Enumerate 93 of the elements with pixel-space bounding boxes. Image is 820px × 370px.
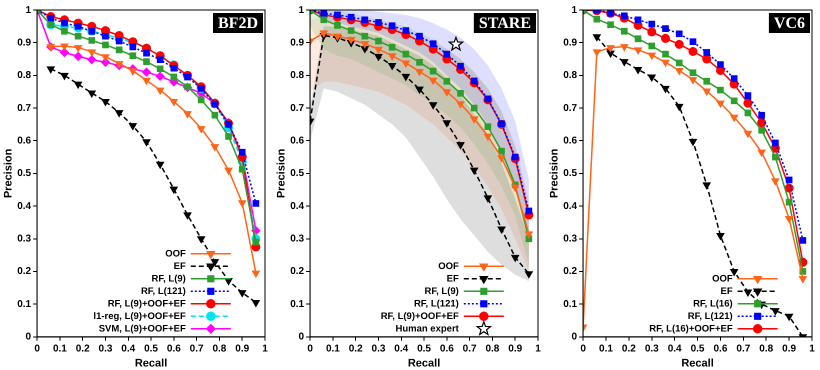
y-tick-label: 0.6: [17, 135, 32, 146]
y-tick-label: 0.3: [17, 234, 32, 245]
x-tick-label: 0.1: [326, 344, 340, 355]
y-tick-label: 0.8: [563, 70, 578, 82]
x-tick-label: 0.6: [713, 344, 728, 355]
x-tick-label: 0.9: [235, 344, 250, 355]
x-tick-label: 0.5: [417, 344, 432, 355]
y-axis-title: Precision: [276, 148, 288, 198]
legend-label: l1-reg, L(9)+OOF+EF: [93, 310, 186, 322]
y-tick-label: 0.6: [563, 135, 578, 146]
legend-label: RF, L(9)+OOF+EF: [108, 298, 186, 310]
x-tick-label: 0.2: [348, 344, 364, 355]
y-tick-label: 0.8: [17, 70, 32, 82]
x-tick-label: 0.8: [759, 344, 774, 355]
y-tick-label: 0.5: [17, 168, 32, 180]
x-tick-label: 0.9: [782, 344, 796, 355]
x-tick-label: 0.7: [190, 344, 204, 355]
y-tick-label: 0.1: [17, 298, 32, 310]
y-tick-label: 0.9: [290, 37, 305, 48]
y-tick-label: 0: [298, 332, 305, 343]
chart-title: STARE: [478, 15, 532, 32]
legend-label: RF, L(9)+OOF+EF: [380, 310, 460, 322]
x-tick-label: 0.2: [622, 344, 636, 355]
x-tick-label: 0.6: [166, 344, 182, 355]
legend-label: OOF: [712, 273, 733, 284]
y-tick-label: 0: [26, 332, 32, 343]
legend-label: EF: [720, 286, 733, 297]
x-tick-label: 0: [580, 344, 586, 355]
y-tick-label: 0.4: [563, 200, 578, 212]
x-tick-label: 0: [307, 344, 314, 355]
x-tick-label: 0.7: [736, 344, 751, 355]
x-axis-title: Recall: [681, 357, 714, 370]
legend-label: Human expert: [395, 323, 460, 334]
y-axis-title: Precision: [2, 148, 15, 198]
y-tick-label: 0.8: [290, 70, 305, 82]
legend-label: RF, L(9): [424, 286, 459, 297]
x-tick-label: 0.2: [76, 344, 90, 355]
x-tick-label: 0.9: [508, 344, 523, 355]
y-tick-label: 0.7: [17, 102, 32, 114]
x-tick-label: 0.4: [668, 344, 682, 355]
x-tick-label: 1: [809, 344, 816, 355]
y-tick-label: 0.4: [290, 200, 305, 212]
y-axis-title: Precision: [548, 148, 561, 198]
y-tick-label: 0.4: [17, 200, 32, 212]
legend-label: RF, L(16)+OOF+EF: [649, 323, 733, 334]
y-tick-label: 0.6: [290, 135, 305, 146]
legend-label: RF, L(16): [693, 298, 733, 310]
x-tick-label: 0.3: [644, 344, 660, 355]
legend-label: EF: [446, 273, 460, 284]
x-tick-label: 0: [34, 344, 40, 355]
legend-label: SVM, L(9)+OOF+EF: [98, 323, 186, 334]
legend-label: RF, L(9): [152, 273, 186, 284]
chart-title: BF2D: [218, 15, 258, 32]
x-tick-label: 0.5: [144, 344, 158, 355]
legend-label: RF, L(121): [140, 286, 186, 297]
legend-label: EF: [174, 260, 186, 272]
chart-title: VC6: [774, 15, 805, 32]
x-tick-label: 0.3: [372, 344, 386, 355]
x-tick-label: 0.3: [98, 344, 113, 355]
y-tick-label: 0.5: [290, 168, 305, 180]
x-tick-label: 0.1: [599, 344, 614, 355]
x-tick-label: 1: [535, 344, 542, 355]
x-tick-label: 0.8: [485, 344, 500, 355]
x-tick-label: 0.7: [462, 344, 478, 355]
x-tick-label: 0.1: [52, 344, 68, 355]
y-tick-label: 0.1: [563, 298, 578, 310]
y-tick-label: 0.7: [563, 102, 578, 114]
x-tick-label: 0.6: [440, 344, 454, 355]
y-tick-label: 0.3: [290, 234, 305, 245]
y-tick-label: 0.3: [563, 234, 578, 245]
x-tick-label: 0.5: [690, 344, 705, 355]
y-tick-label: 1: [572, 4, 578, 16]
y-tick-label: 0.9: [563, 37, 578, 48]
y-tick-label: 0.9: [17, 37, 32, 48]
y-tick-label: 0.2: [290, 266, 305, 278]
legend-label: OOF: [165, 248, 186, 260]
y-tick-label: 0.2: [17, 266, 32, 278]
legend-label: RF, L(121): [688, 310, 733, 322]
y-tick-label: 0.2: [563, 266, 578, 278]
x-axis-title: Recall: [408, 357, 440, 370]
legend-label: OOF: [438, 260, 459, 272]
x-tick-label: 0.4: [121, 344, 136, 355]
y-tick-label: 0: [572, 332, 578, 343]
y-tick-label: 0.5: [563, 168, 578, 180]
x-tick-label: 0.8: [212, 344, 227, 355]
y-tick-label: 1: [26, 4, 32, 16]
x-tick-label: 1: [262, 344, 268, 355]
x-tick-label: 0.4: [394, 344, 409, 355]
legend-label: RF, L(121): [414, 298, 459, 310]
y-tick-label: 0.1: [290, 298, 305, 310]
x-axis-title: Recall: [134, 357, 168, 370]
y-tick-label: 1: [298, 4, 305, 16]
y-tick-label: 0.7: [290, 102, 305, 114]
